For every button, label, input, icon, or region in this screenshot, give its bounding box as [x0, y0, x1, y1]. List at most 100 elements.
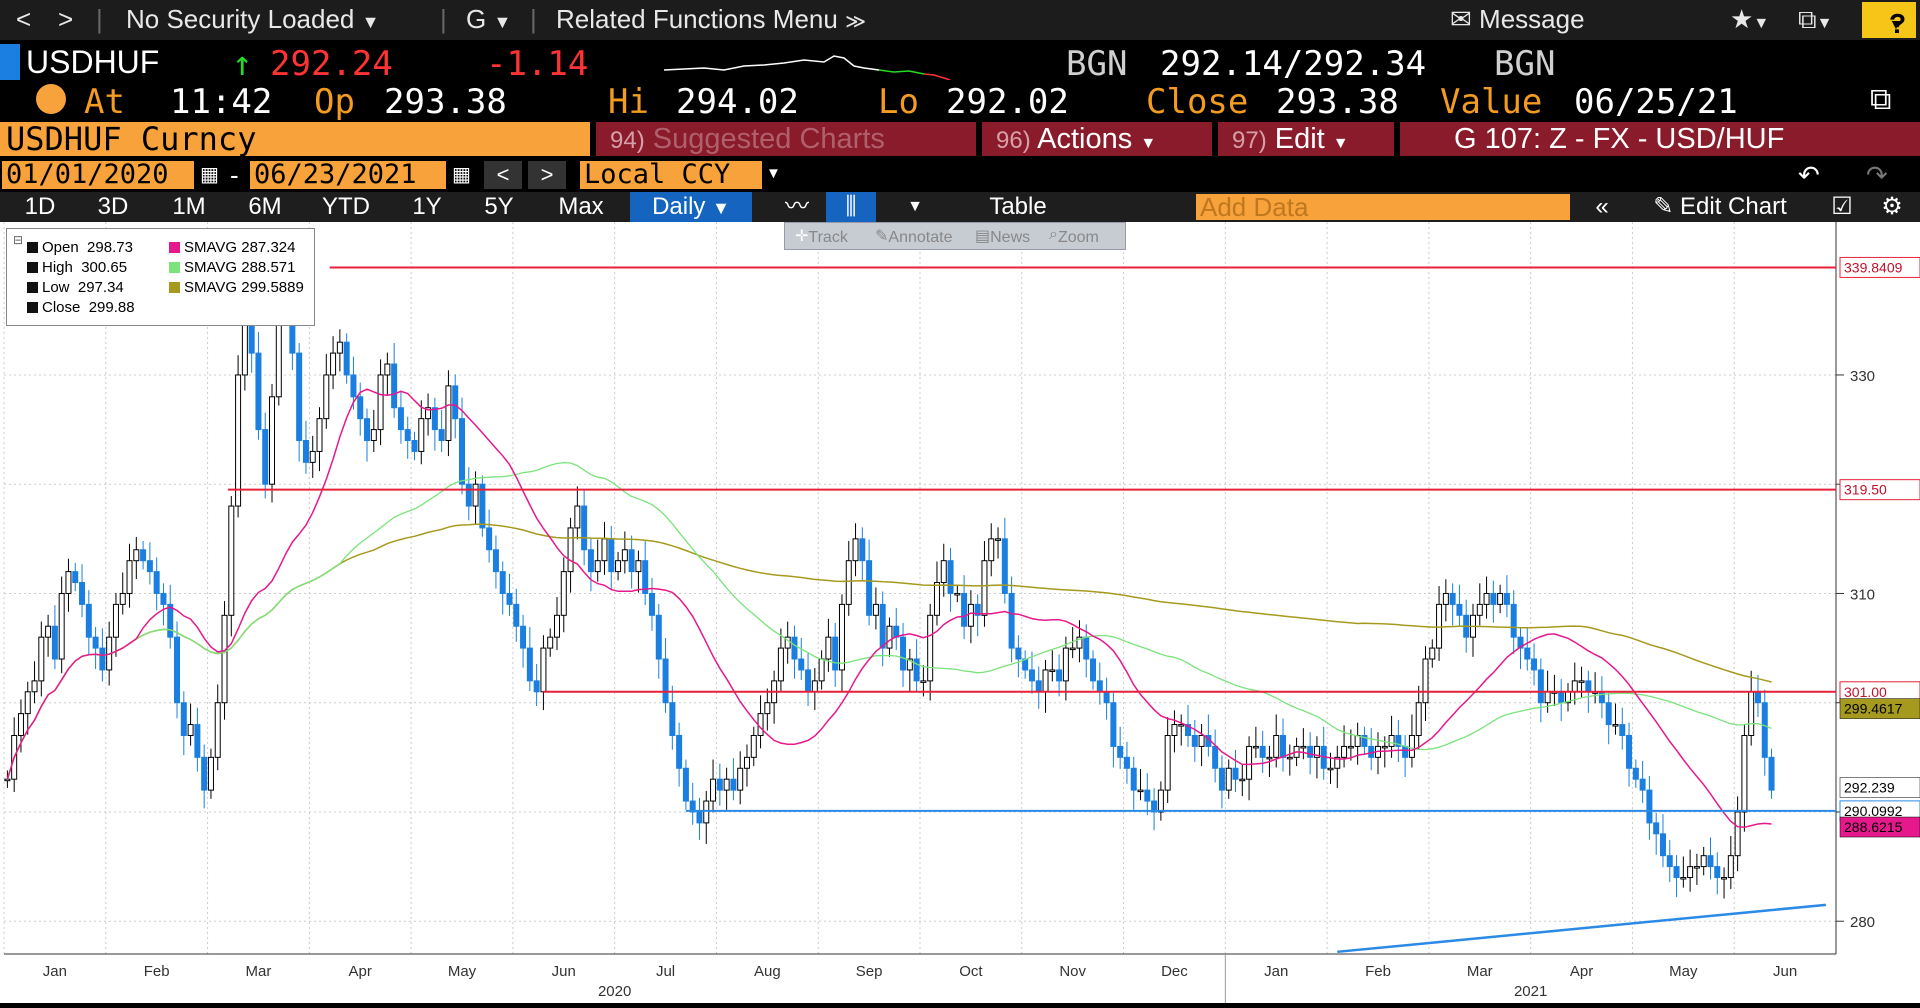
candle-body	[1442, 592, 1449, 605]
caret-down-icon[interactable]: ▼	[907, 198, 923, 215]
candle	[1015, 635, 1022, 678]
back-button[interactable]: <	[16, 4, 32, 34]
related-functions-menu[interactable]: Related Functions Menu ≫	[556, 4, 866, 35]
g-menu[interactable]: G ▼	[466, 4, 511, 35]
period-1y[interactable]: 1Y	[412, 193, 442, 220]
caret-down-icon: ▼	[1140, 135, 1157, 152]
x-month-label: May	[448, 963, 477, 980]
candle	[1517, 627, 1524, 670]
period-max[interactable]: Max	[558, 193, 604, 220]
candle	[1164, 717, 1171, 803]
candle	[425, 393, 432, 436]
period-3d[interactable]: 3D	[97, 193, 129, 220]
legend-collapse-icon[interactable]: ⊟	[13, 233, 24, 247]
prev-period-button[interactable]: <	[484, 161, 522, 189]
caret-down-icon[interactable]: ▼	[766, 165, 781, 182]
price-chart[interactable]: 280290300310320330JanFebMarAprMayJunJulA…	[0, 222, 1920, 1003]
period-1d[interactable]: 1D	[24, 193, 56, 220]
candle	[1524, 628, 1531, 671]
window-button[interactable]: ⧉▼	[1798, 4, 1832, 36]
frequency-label: Daily	[652, 193, 706, 220]
add-data-input[interactable]: Add Data	[1196, 194, 1570, 220]
start-date-input[interactable]: 01/01/2020	[2, 161, 194, 189]
candle-body	[1313, 745, 1320, 758]
x-month-label: Jun	[1773, 963, 1797, 980]
candle	[1090, 650, 1097, 690]
legend-sma2-value: 288.571	[241, 259, 296, 276]
candle-body	[1402, 745, 1409, 758]
candle	[710, 759, 717, 813]
forward-button[interactable]: >	[58, 4, 74, 34]
gear-icon[interactable]: ⚙	[1881, 193, 1903, 220]
candle-body	[1300, 745, 1307, 749]
candle-body	[1571, 680, 1578, 693]
sma-mid-line	[6, 461, 1772, 780]
security-menu[interactable]: No Security Loaded ▼	[126, 4, 379, 35]
candle-body	[1605, 702, 1612, 726]
help-button[interactable]: ? ▼	[1862, 2, 1916, 39]
candle	[1768, 748, 1775, 799]
low-label: Lo	[878, 82, 919, 122]
security-input[interactable]: USDHUF Curncy	[0, 122, 590, 156]
x-month-label: Mar	[1467, 963, 1493, 980]
up-arrow-icon: ↑	[232, 44, 253, 84]
calendar-icon[interactable]: ▦	[452, 164, 471, 186]
close-label: Close	[1146, 82, 1249, 122]
candle	[1598, 676, 1605, 719]
tool-news[interactable]: ▤ News	[975, 228, 1031, 246]
candlestick-icon[interactable]: ⫼	[826, 192, 876, 222]
tool-track[interactable]: ✛ Track	[795, 228, 848, 246]
tool-annotate[interactable]: ✎ Annotate	[875, 228, 953, 246]
period-6m[interactable]: 6M	[248, 193, 282, 220]
actions-button[interactable]: 96) Actions ▼	[982, 122, 1212, 156]
table-button[interactable]: Table	[989, 193, 1047, 220]
y-tick-label: 280	[1850, 914, 1875, 931]
candle	[350, 356, 357, 410]
frequency-select[interactable]: Daily ▼	[630, 192, 752, 222]
collapse-icon[interactable]: «	[1595, 193, 1609, 220]
candle	[1666, 840, 1673, 883]
last-price: 292.24	[270, 44, 393, 84]
suggested-charts-button[interactable]: 94) Suggested Charts	[596, 122, 976, 156]
candle	[533, 663, 540, 706]
candle	[397, 390, 404, 444]
next-period-button[interactable]: >	[528, 161, 566, 189]
candle-body	[1537, 669, 1544, 704]
undo-icon[interactable]: ↶	[1798, 160, 1820, 190]
candle	[866, 539, 873, 626]
edit-button[interactable]: 97) Edit ▼	[1218, 122, 1394, 156]
chart-legend[interactable]: ⊟ Open 298.73 High 300.65 Low 297.34 Clo…	[6, 228, 315, 326]
candle-body	[1707, 855, 1714, 868]
candle-body	[1768, 756, 1775, 791]
legend-open: Open 298.73	[27, 239, 133, 256]
message-button[interactable]: ✉ Message	[1450, 4, 1585, 35]
calendar-icon[interactable]: ▦	[200, 164, 219, 186]
period-ytd[interactable]: YTD	[322, 193, 370, 220]
candle	[1714, 852, 1721, 895]
candle	[364, 408, 371, 462]
candle	[1368, 728, 1375, 771]
period-1m[interactable]: 1M	[172, 193, 206, 220]
chart-template[interactable]: G 107: Z - FX - USD/HUF	[1400, 122, 1920, 156]
candle	[262, 412, 269, 499]
line-chart-icon[interactable]: 〰	[785, 193, 809, 220]
level-label: 301.00	[1844, 684, 1887, 700]
candle-body	[411, 440, 418, 452]
candle-body	[594, 560, 601, 573]
chart-area[interactable]: 280290300310320330JanFebMarAprMayJunJulA…	[0, 222, 1920, 1003]
candle-body	[1144, 789, 1151, 802]
period-5y[interactable]: 5Y	[484, 193, 514, 220]
end-date-input[interactable]: 06/23/2021	[250, 161, 446, 189]
chart-window-icon[interactable]: ⧉	[1870, 82, 1892, 117]
redo-icon[interactable]: ↷	[1866, 160, 1888, 190]
candle	[1646, 775, 1653, 840]
chart-settings-icon[interactable]: ☑	[1831, 193, 1853, 220]
edit-chart-button[interactable]: ✎ Edit Chart	[1634, 192, 1806, 222]
candle	[1402, 734, 1409, 778]
candle-body	[45, 625, 52, 638]
candle	[1062, 636, 1069, 701]
at-label: At	[84, 82, 125, 122]
currency-select[interactable]: Local CCY	[580, 161, 762, 189]
favorites-button[interactable]: ★▼	[1730, 4, 1769, 35]
tool-zoom[interactable]: ⌕ Zoom	[1049, 226, 1099, 246]
